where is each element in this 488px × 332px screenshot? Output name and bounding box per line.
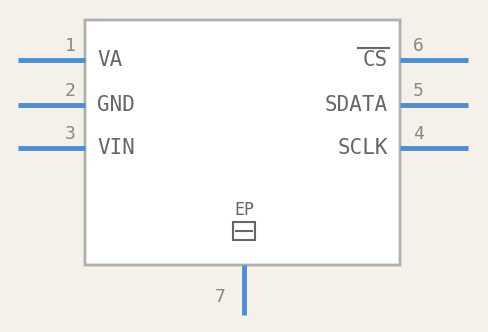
FancyBboxPatch shape xyxy=(85,20,400,265)
Text: VIN: VIN xyxy=(97,138,135,158)
Text: 5: 5 xyxy=(412,82,424,100)
Text: GND: GND xyxy=(97,95,135,115)
Bar xyxy=(233,222,255,240)
Text: 2: 2 xyxy=(64,82,76,100)
Text: 3: 3 xyxy=(64,125,76,143)
Text: 7: 7 xyxy=(215,288,226,306)
Text: 6: 6 xyxy=(412,37,424,55)
Text: SCLK: SCLK xyxy=(338,138,388,158)
Text: EP: EP xyxy=(234,201,254,219)
Text: CS: CS xyxy=(363,50,388,70)
Text: 1: 1 xyxy=(64,37,76,55)
Text: VA: VA xyxy=(97,50,122,70)
Text: 4: 4 xyxy=(412,125,424,143)
Text: SDATA: SDATA xyxy=(325,95,388,115)
